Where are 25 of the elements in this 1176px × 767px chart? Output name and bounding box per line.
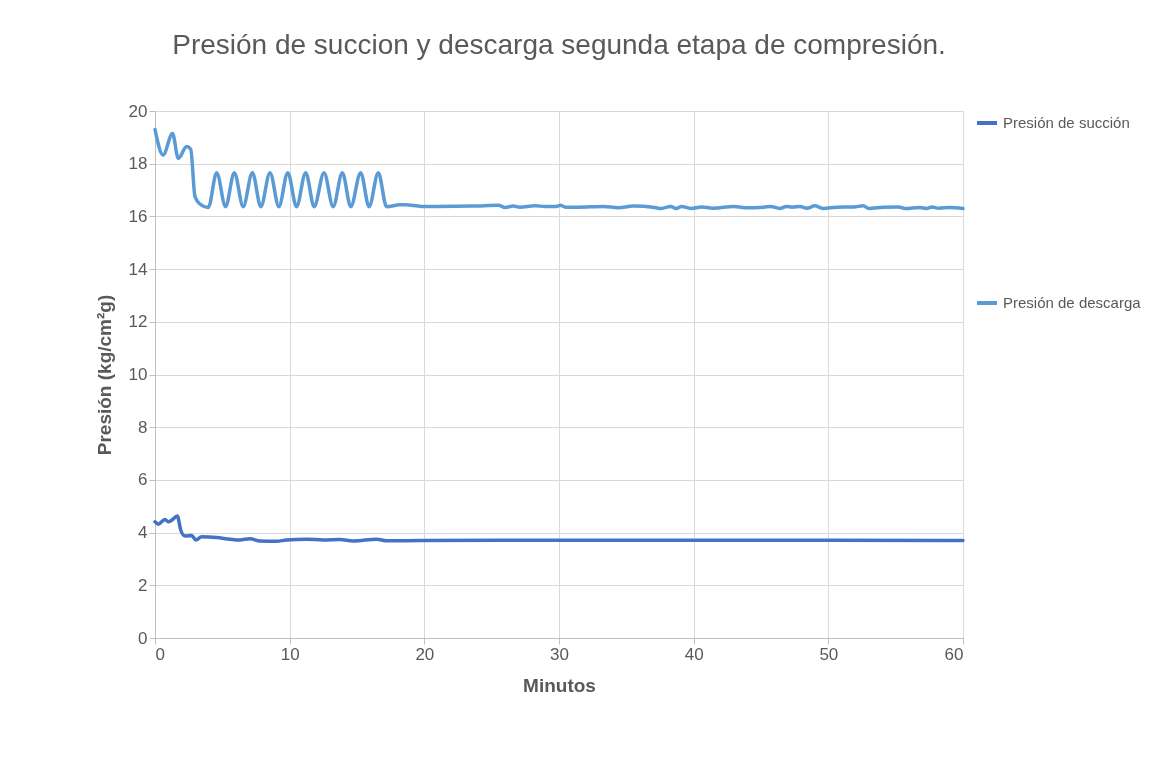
x-tick-label: 0	[155, 644, 165, 664]
y-tick-label: 20	[128, 101, 148, 121]
y-tick-label: 14	[128, 259, 148, 279]
x-tick-label: 60	[944, 644, 964, 664]
x-tick-label: 30	[550, 644, 569, 664]
x-axis-title: Minutos	[523, 674, 596, 696]
line-series	[153, 127, 965, 211]
line-series	[153, 514, 965, 544]
y-tick-label: 0	[138, 628, 148, 648]
legend-label: Presión de descarga	[1003, 294, 1142, 311]
y-tick-label: 4	[138, 523, 148, 543]
y-tick-label: 12	[128, 312, 148, 332]
y-tick-label: 6	[138, 470, 148, 490]
x-tick-label: 40	[684, 644, 704, 664]
x-tick-label: 50	[819, 644, 839, 664]
y-tick-label: 18	[128, 154, 148, 174]
chart-title: Presión de succion y descarga segunda etapa de compresión.	[172, 29, 946, 60]
x-tick-label: 10	[280, 644, 300, 664]
y-tick-label: 16	[128, 206, 148, 226]
y-axis-title: Presión (kg/cm²g)	[93, 294, 115, 456]
legend-label: Presión de succión	[1003, 114, 1130, 131]
y-tick-label: 2	[138, 575, 148, 595]
x-tick-label: 20	[415, 644, 435, 664]
y-tick-label: 10	[128, 365, 148, 384]
y-tick-label: 8	[138, 417, 148, 437]
